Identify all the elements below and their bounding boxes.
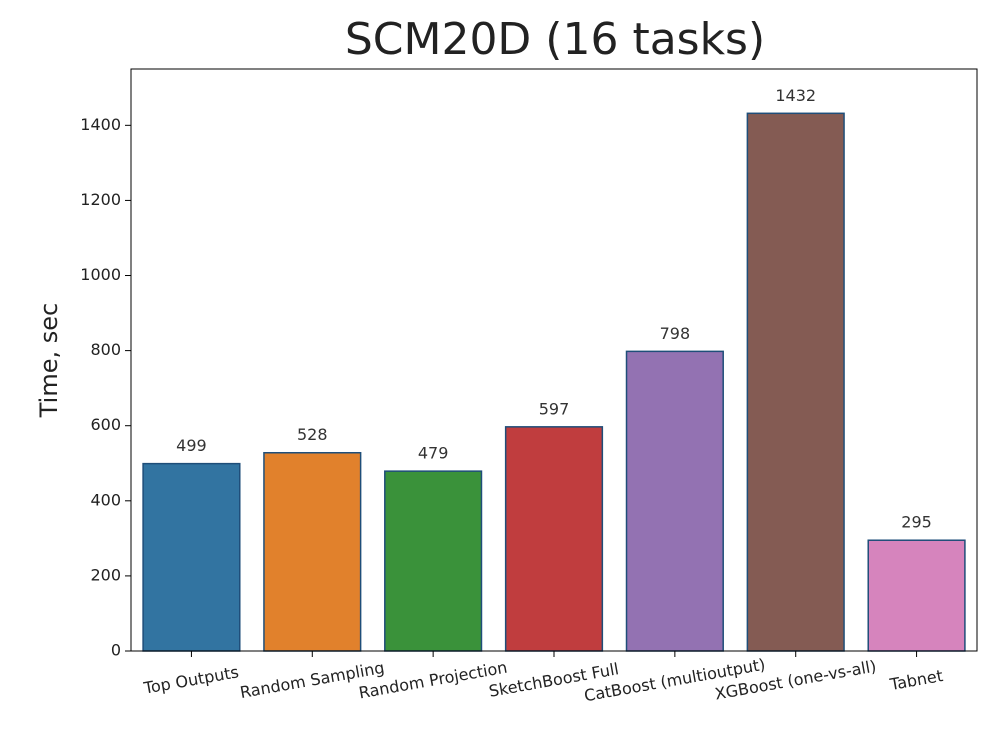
- y-axis-label: Time, sec: [35, 303, 63, 418]
- y-tick-label: 200: [90, 565, 121, 584]
- bar: [625, 350, 724, 652]
- bar: [504, 426, 604, 652]
- plot-frame: [130, 68, 978, 652]
- y-tick-label: 1200: [80, 190, 121, 209]
- y-tick-label: 1400: [80, 115, 121, 134]
- y-tick-label: 600: [90, 415, 121, 434]
- bar: [746, 112, 845, 652]
- chart-title: SCM20D (16 tasks): [345, 14, 765, 65]
- value-label: 1432: [775, 86, 816, 105]
- bar: [142, 462, 241, 652]
- y-tick-label: 800: [90, 340, 121, 359]
- y-tick-label: 400: [90, 490, 121, 509]
- value-label: 479: [418, 444, 449, 463]
- value-label: 597: [539, 399, 570, 418]
- y-tick-label: 0: [111, 641, 121, 660]
- bar: [867, 539, 966, 652]
- value-label: 798: [660, 324, 691, 343]
- value-label: 499: [176, 436, 207, 455]
- y-tick-label: 1000: [80, 265, 121, 284]
- x-tick-label: Top Outputs: [141, 662, 240, 698]
- value-label: 295: [901, 513, 932, 532]
- bar: [384, 470, 483, 652]
- value-label: 528: [297, 425, 328, 444]
- x-tick-label: Tabnet: [887, 666, 944, 694]
- bar: [263, 451, 362, 652]
